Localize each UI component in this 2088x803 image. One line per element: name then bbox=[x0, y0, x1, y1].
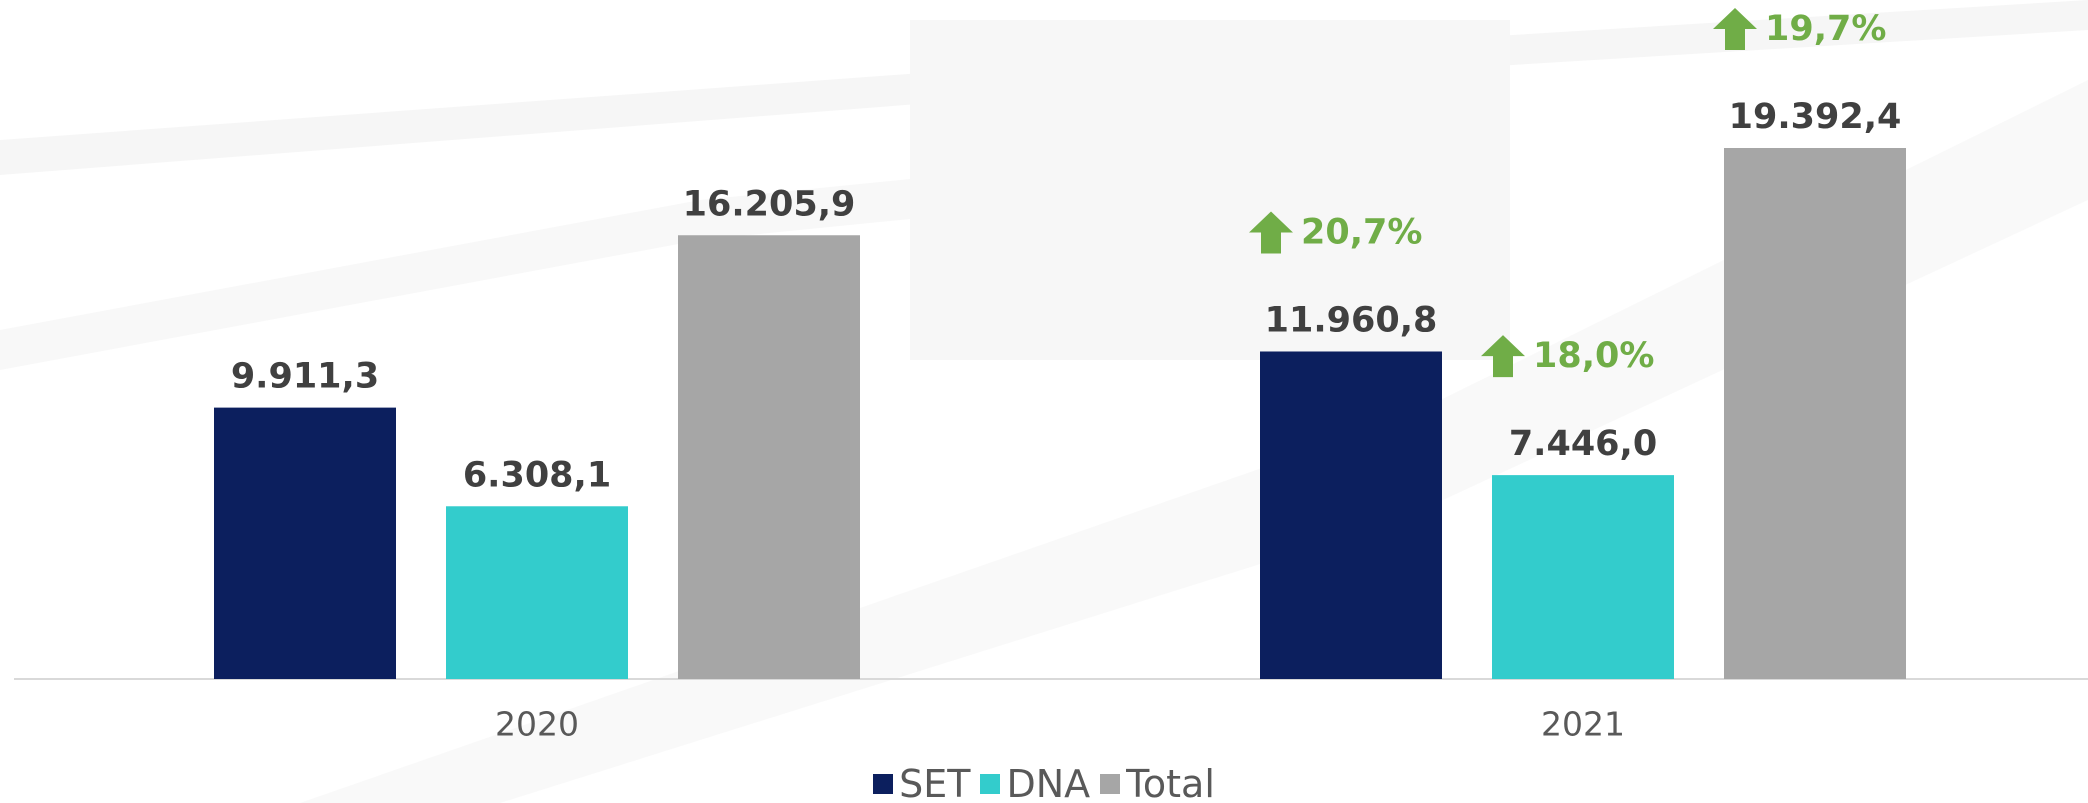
legend: SET DNA Total bbox=[0, 762, 2088, 803]
legend-label: Total bbox=[1126, 762, 1215, 803]
value-label: 11.960,8 bbox=[1265, 300, 1438, 340]
growth-label: 20,7% bbox=[1301, 212, 1422, 252]
bar bbox=[1492, 475, 1674, 679]
legend-label: DNA bbox=[1006, 762, 1090, 803]
legend-item: Total bbox=[1100, 762, 1215, 803]
value-label: 6.308,1 bbox=[463, 455, 611, 495]
legend-swatch bbox=[1100, 774, 1120, 794]
legend-item: DNA bbox=[980, 762, 1090, 803]
value-label: 16.205,9 bbox=[683, 184, 856, 224]
chart: 2020 9.911,3 6.308,1 16.205,9 2021 11.960,8 20… bbox=[0, 0, 2088, 803]
value-label: 9.911,3 bbox=[231, 357, 379, 397]
value-label: 7.446,0 bbox=[1509, 424, 1657, 464]
bar bbox=[1724, 148, 1906, 679]
legend-swatch bbox=[873, 774, 893, 794]
x-tick-label: 2020 bbox=[495, 705, 579, 744]
growth-label: 19,7% bbox=[1765, 9, 1886, 49]
legend-label: SET bbox=[899, 762, 970, 803]
growth-label: 18,0% bbox=[1533, 336, 1654, 376]
x-tick-label: 2021 bbox=[1541, 705, 1625, 744]
bar bbox=[214, 408, 396, 679]
bar bbox=[446, 506, 628, 679]
legend-item: SET bbox=[873, 762, 970, 803]
value-label: 19.392,4 bbox=[1729, 97, 1902, 137]
bar bbox=[1260, 351, 1442, 679]
legend-swatch bbox=[980, 774, 1000, 794]
bar bbox=[678, 235, 860, 679]
chart-page: 2020 9.911,3 6.308,1 16.205,9 2021 11.960,8 20… bbox=[0, 0, 2088, 803]
